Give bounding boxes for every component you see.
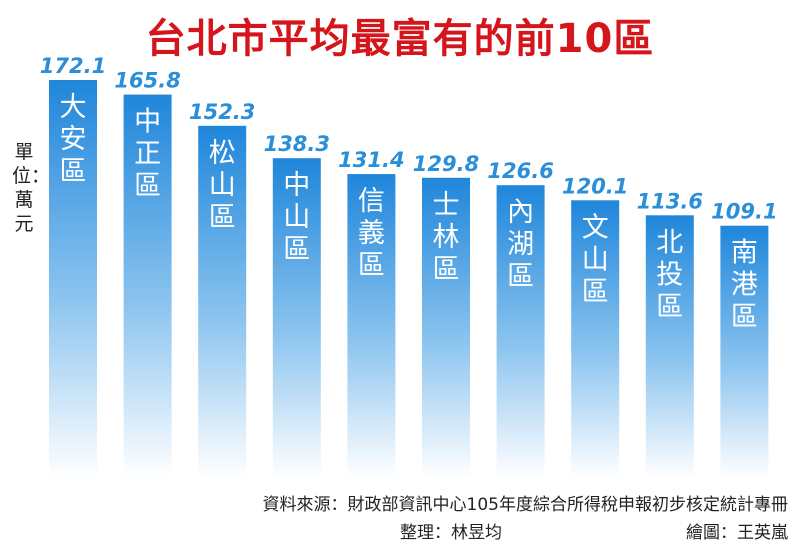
bar-category-label: 大安區 (60, 92, 87, 187)
bar (645, 215, 694, 479)
bar-value-label: 172.1 (40, 54, 106, 78)
drawn-by: 繪圖：王英嵐 (686, 523, 788, 543)
bar (272, 158, 321, 478)
bar-category-label: 中正區 (134, 107, 161, 202)
bar-value-label: 165.8 (114, 69, 180, 93)
bar-value-label: 152.3 (189, 100, 255, 124)
bars-group (49, 80, 769, 479)
bar-value-label: 138.3 (264, 132, 330, 156)
category-labels-group: 大安區 中正區 松山區 中山區 信義區 士林區 內湖區 文山區 北投區 南港區 (60, 92, 758, 333)
bar-category-label: 中山區 (283, 170, 310, 265)
bar (49, 80, 97, 478)
bar-value-label: 131.4 (338, 148, 404, 172)
bar-chart: 172.1 165.8 152.3 138.3 131.4 129.8 126.6 120.1… (40, 54, 778, 479)
bar (422, 177, 470, 479)
bar-value-label: 113.6 (637, 189, 703, 213)
bar-category-label: 內湖區 (507, 197, 534, 292)
bar-value-label: 120.1 (562, 174, 628, 198)
bar-value-label: 129.8 (413, 152, 479, 176)
bar-category-label: 北投區 (656, 227, 683, 322)
bar (347, 174, 396, 478)
value-labels-group: 172.1 165.8 152.3 138.3 131.4 129.8 126.6 120.1… (40, 54, 778, 224)
bar (123, 94, 172, 478)
bar-category-label: 文山區 (582, 212, 609, 307)
compiled-by: 整理：林昱均 (400, 523, 502, 543)
bar-category-label: 松山區 (209, 138, 236, 233)
bar (496, 185, 545, 478)
bar-value-label: 109.1 (711, 200, 777, 224)
bar (198, 125, 247, 479)
bar-category-label: 信義區 (358, 186, 385, 281)
bar-category-label: 士林區 (433, 190, 460, 285)
bar (571, 200, 620, 479)
source-note: 資料來源：財政部資訊中心105年度綜合所得稅申報初步核定統計專冊 (262, 495, 788, 515)
bar-value-label: 126.6 (487, 159, 553, 183)
chart-title: 台北市平均最富有的前10區 (145, 16, 655, 62)
bar-category-label: 南港區 (731, 238, 758, 333)
bar (720, 225, 769, 478)
